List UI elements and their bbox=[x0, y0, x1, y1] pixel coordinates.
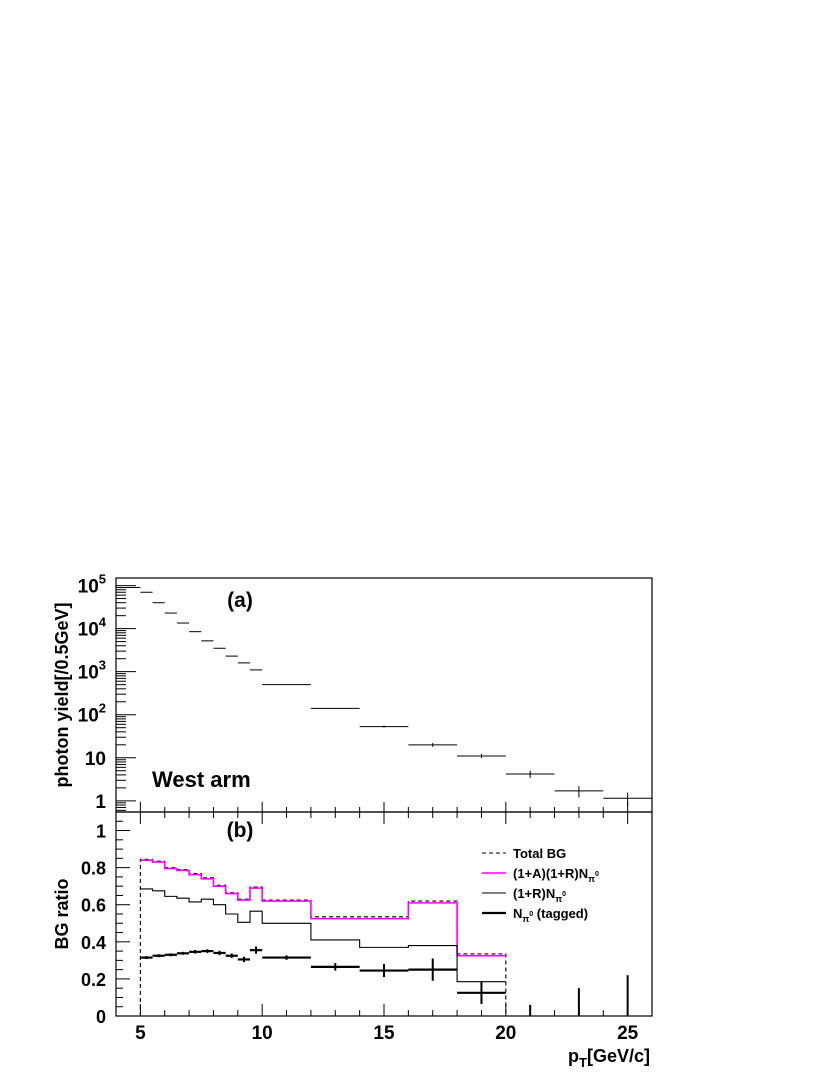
legend-entry: Nπ0 (tagged) bbox=[513, 906, 588, 924]
x-tick-label: 25 bbox=[617, 1023, 639, 1044]
series-line bbox=[140, 888, 506, 983]
panel-label-a: (a) bbox=[227, 589, 253, 612]
y-tick-label: 0.2 bbox=[81, 970, 106, 990]
legend-entry: Total BG bbox=[513, 846, 566, 861]
x-tick-label: 20 bbox=[495, 1023, 516, 1044]
y-tick-label: 10 bbox=[85, 749, 106, 770]
y-tick-label: 1 bbox=[96, 822, 106, 842]
legend-entry: (1+R)Nπ0 bbox=[513, 886, 566, 904]
y-tick-label: 0.6 bbox=[81, 896, 106, 916]
y-tick-label: 1 bbox=[95, 792, 106, 813]
y-tick-label: 0.4 bbox=[81, 933, 106, 953]
y-tick-label: 103 bbox=[78, 658, 106, 684]
x-tick-label: 5 bbox=[135, 1023, 146, 1044]
series-line bbox=[140, 859, 506, 957]
panel-label-b: (b) bbox=[227, 819, 254, 842]
series-line bbox=[139, 858, 507, 1016]
y-tick-label: 104 bbox=[78, 615, 107, 641]
x-axis-label: pT[GeV/c] bbox=[568, 1046, 650, 1070]
y-axis-label: photon yield[/0.5GeV] bbox=[52, 602, 72, 787]
y-tick-label: 0 bbox=[96, 1007, 106, 1027]
legend-entry: (1+A)(1+R)Nπ0 bbox=[513, 866, 599, 884]
x-tick-label: 15 bbox=[373, 1023, 395, 1044]
y-tick-label: 102 bbox=[78, 701, 106, 727]
y-tick-label: 105 bbox=[78, 572, 106, 598]
x-tick-label: 10 bbox=[252, 1023, 273, 1044]
annotation-west-arm: West arm bbox=[152, 767, 251, 792]
y-axis-label: BG ratio bbox=[52, 878, 72, 949]
y-tick-label: 0.8 bbox=[81, 859, 106, 879]
